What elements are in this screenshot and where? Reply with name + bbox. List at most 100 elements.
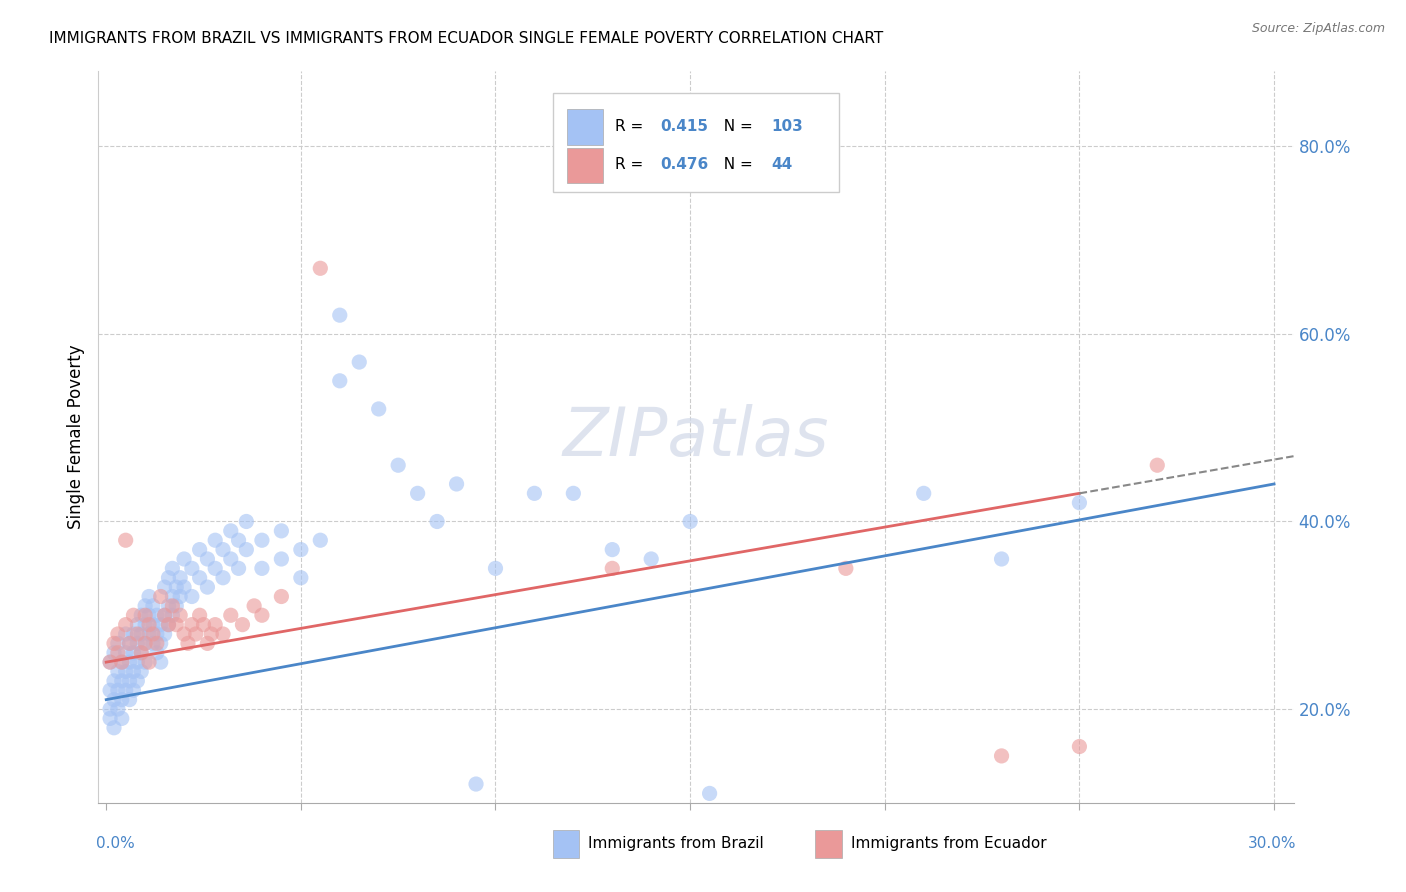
Point (204, 617, 226, 632)
Point (142, 617, 165, 632)
Text: 30.0%: 30.0% (1247, 836, 1296, 851)
Y-axis label: Single Female Poverty: Single Female Poverty (66, 345, 84, 529)
Point (107, 665, 129, 679)
Point (153, 580, 176, 594)
Point (138, 617, 160, 632)
Point (149, 590, 172, 604)
Point (162, 599, 184, 613)
Point (129, 608, 152, 623)
Point (990, 748, 1012, 763)
Point (127, 673, 149, 688)
Point (600, 561, 623, 575)
Point (138, 627, 160, 641)
Point (250, 561, 273, 575)
Point (134, 636, 156, 650)
Text: R =: R = (614, 158, 648, 172)
Point (219, 552, 242, 566)
Point (146, 627, 169, 641)
Point (197, 580, 219, 594)
Point (204, 533, 226, 548)
Point (169, 590, 191, 604)
Point (153, 608, 176, 623)
Point (169, 571, 191, 585)
Point (219, 524, 242, 538)
Text: Immigrants from Brazil: Immigrants from Brazil (589, 837, 765, 851)
Point (165, 599, 187, 613)
Point (270, 552, 292, 566)
Point (122, 627, 145, 641)
Point (149, 617, 172, 632)
Point (127, 617, 149, 632)
Point (107, 627, 129, 641)
Point (157, 617, 180, 632)
Point (212, 571, 235, 585)
Point (173, 580, 195, 594)
Bar (553, 830, 579, 858)
Point (98, 655, 121, 669)
Point (197, 636, 219, 650)
Point (118, 692, 141, 706)
Point (107, 683, 129, 698)
Point (142, 636, 165, 650)
Point (1069, 496, 1091, 510)
Point (329, 374, 352, 388)
Point (387, 458, 409, 473)
Point (142, 627, 165, 641)
Point (114, 617, 136, 632)
Text: R =: R = (614, 119, 648, 134)
Point (699, 786, 721, 800)
Point (98, 711, 121, 725)
Point (290, 542, 312, 557)
Point (990, 552, 1012, 566)
Point (146, 636, 169, 650)
Point (114, 665, 136, 679)
Point (756, 139, 779, 153)
Point (173, 552, 195, 566)
Point (235, 542, 257, 557)
Point (118, 636, 141, 650)
Point (600, 542, 623, 557)
Point (111, 692, 134, 706)
Point (523, 486, 546, 500)
Point (114, 646, 136, 660)
Point (212, 542, 235, 557)
Point (169, 608, 191, 623)
Point (146, 646, 169, 660)
Point (129, 646, 152, 660)
Point (118, 636, 141, 650)
Point (142, 599, 165, 613)
Text: Source: ZipAtlas.com: Source: ZipAtlas.com (1251, 22, 1385, 36)
Point (111, 673, 134, 688)
Point (157, 617, 180, 632)
Point (180, 561, 202, 575)
Text: 0.0%: 0.0% (96, 836, 135, 851)
Point (111, 711, 134, 725)
Point (1069, 739, 1091, 754)
Point (219, 608, 242, 623)
Point (103, 636, 125, 650)
Point (98, 655, 121, 669)
Bar (567, 148, 603, 183)
Point (98, 702, 121, 716)
Point (114, 627, 136, 641)
Point (134, 636, 156, 650)
Text: Immigrants from Ecuador: Immigrants from Ecuador (852, 837, 1047, 851)
Point (129, 627, 152, 641)
Bar (553, 94, 839, 192)
Point (309, 533, 332, 548)
Point (162, 561, 184, 575)
Text: IMMIGRANTS FROM BRAZIL VS IMMIGRANTS FROM ECUADOR SINGLE FEMALE POVERTY CORRELAT: IMMIGRANTS FROM BRAZIL VS IMMIGRANTS FRO… (49, 31, 883, 46)
Point (157, 599, 180, 613)
Point (134, 599, 156, 613)
Point (129, 646, 152, 660)
Point (562, 486, 585, 500)
Point (309, 261, 332, 276)
Point (134, 617, 156, 632)
Text: ZIPatlas: ZIPatlas (562, 404, 830, 470)
Point (149, 636, 172, 650)
Point (165, 617, 187, 632)
Point (127, 636, 149, 650)
Point (188, 608, 211, 623)
Point (103, 692, 125, 706)
Point (127, 655, 149, 669)
